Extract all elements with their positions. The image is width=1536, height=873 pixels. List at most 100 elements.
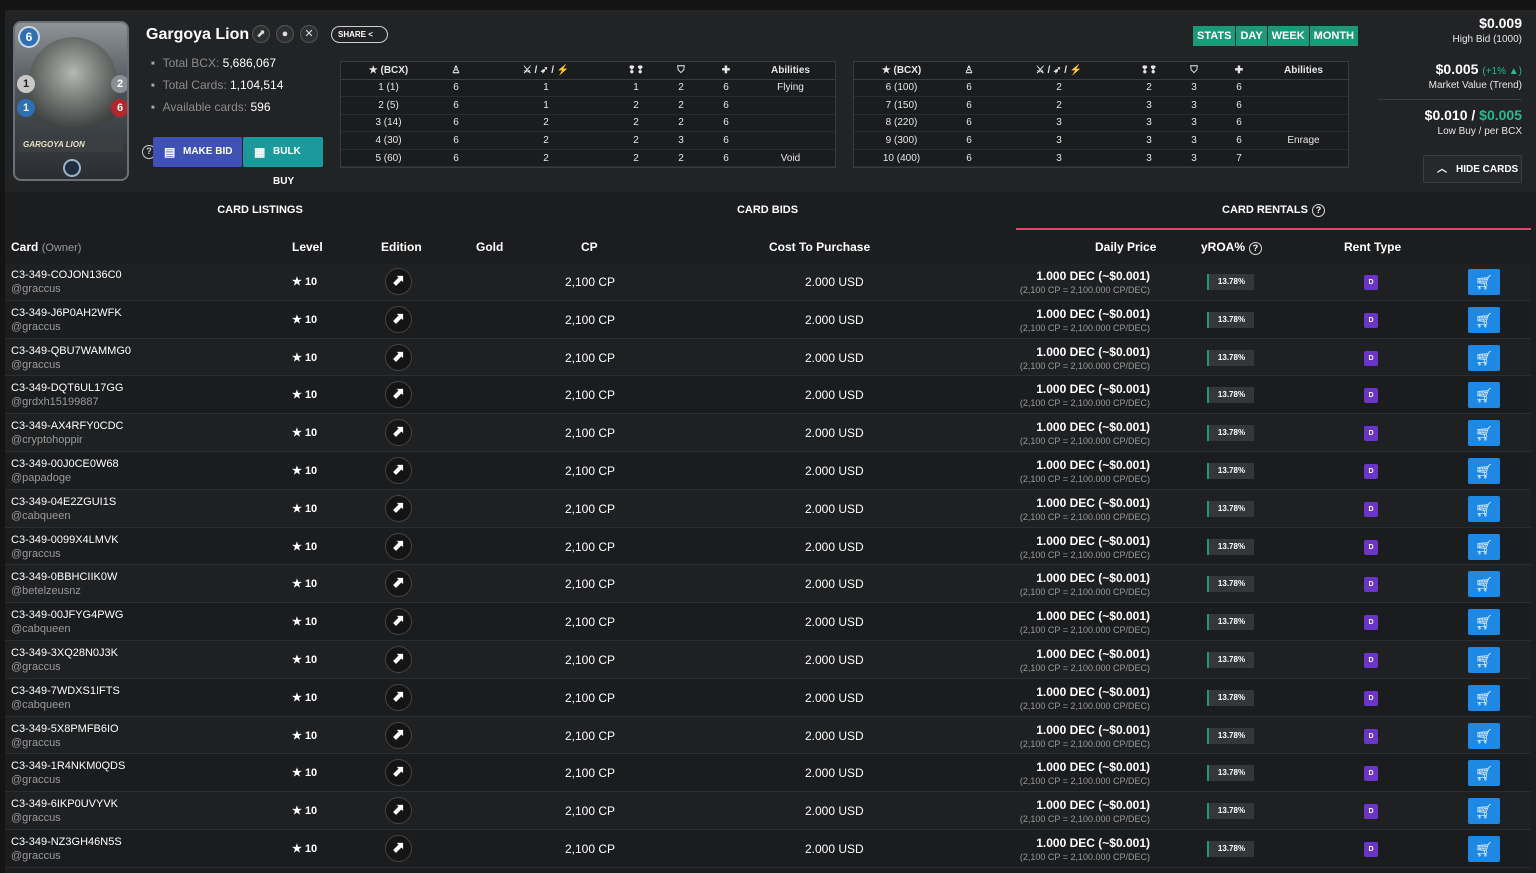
rent-cart-button[interactable]: 🛒︎ xyxy=(1468,835,1500,862)
owner-name[interactable]: @graccus xyxy=(11,849,61,862)
table-row[interactable]: C3-349-0099X4LMVK @graccus ★ 10 ⬈ 2,100 CP 2.… xyxy=(5,527,1531,566)
tab-card-bids[interactable]: CARD BIDS xyxy=(736,204,799,216)
table-row[interactable]: C3-349-7WDXS1IFTS @cabqueen ★ 10 ⬈ 2,100 CP 2… xyxy=(5,678,1531,717)
owner-name[interactable]: @graccus xyxy=(11,812,61,825)
rent-cart-button[interactable]: 🛒︎ xyxy=(1468,609,1500,636)
help-icon[interactable]: ? xyxy=(1311,204,1325,217)
rent-cart-button[interactable]: 🛒︎ xyxy=(1468,646,1500,673)
owner-name[interactable]: @graccus xyxy=(11,736,61,749)
card-id[interactable]: C3-349-J6P0AH2WFK xyxy=(11,306,122,319)
owner-name[interactable]: @papadoge xyxy=(11,471,72,484)
level-row: 9 (300) 6 3 3 3 6 Enrage xyxy=(854,131,1348,150)
table-row[interactable]: C3-349-DQT6UL17GG @grdxh15199887 ★ 10 ⬈ 2,10… xyxy=(5,376,1531,415)
rent-cart-button[interactable]: 🛒︎ xyxy=(1468,306,1500,333)
rent-cart-button[interactable]: 🛒︎ xyxy=(1468,722,1500,749)
card-id[interactable]: C3-349-00J0CE0W68 xyxy=(11,457,119,470)
col-yroa[interactable]: yROA%? xyxy=(1201,232,1263,263)
owner-name[interactable]: @cabqueen xyxy=(11,698,71,711)
owner-name[interactable]: @graccus xyxy=(11,320,61,333)
rent-cart-button[interactable]: 🛒︎ xyxy=(1468,420,1500,447)
card-id[interactable]: C3-349-3XQ28N0J3K xyxy=(11,646,119,659)
tab-stats[interactable]: STATS xyxy=(1193,26,1236,46)
rent-cart-button[interactable]: 🛒︎ xyxy=(1468,798,1500,825)
card-id[interactable]: C3-349-1R4NKM0QDS xyxy=(11,760,126,773)
owner-name[interactable]: @graccus xyxy=(11,283,61,295)
col-card[interactable]: Card (Owner) xyxy=(11,240,82,254)
table-row[interactable]: C3-349-3XQ28N0J3K @graccus ★ 10 ⬈ 2,100 CP 2.… xyxy=(5,640,1531,679)
owner-name[interactable]: @graccus xyxy=(11,358,61,371)
rent-type-badge: D xyxy=(1364,766,1378,782)
star-icon: ★ xyxy=(881,64,891,76)
tab-week[interactable]: WEEK xyxy=(1267,26,1309,46)
rent-cart-button[interactable]: 🛒︎ xyxy=(1468,533,1500,560)
rent-cart-button[interactable]: 🛒︎ xyxy=(1468,269,1500,295)
owner-name[interactable]: @cabqueen xyxy=(11,509,71,522)
card-id[interactable]: C3-349-0099X4LMVK xyxy=(11,533,119,546)
table-row[interactable]: C3-349-6IKP0UVYVK @graccus ★ 10 ⬈ 2,100 CP 2.… xyxy=(5,792,1531,830)
table-row[interactable]: C3-349-04E2ZGUI1S @cabqueen ★ 10 ⬈ 2,100 CP 2… xyxy=(5,489,1531,528)
card-id[interactable]: C3-349-6IKP0UVYVK xyxy=(11,798,118,811)
tab-day[interactable]: DAY xyxy=(1236,26,1267,46)
owner-name[interactable]: @cryptohoppir xyxy=(11,434,83,447)
share-button[interactable]: SHARE < xyxy=(331,26,388,43)
rent-cart-button[interactable]: 🛒︎ xyxy=(1468,382,1500,409)
tab-card-listings[interactable]: CARD LISTINGS xyxy=(217,204,303,216)
col-cp[interactable]: CP xyxy=(581,240,598,254)
make-bid-button[interactable]: ▤ MAKE BID xyxy=(153,137,242,167)
col-daily-price[interactable]: Daily Price xyxy=(1095,240,1157,254)
table-row[interactable]: C3-349-AX4RFY0CDC @cryptohoppir ★ 10 ⬈ 2,100… xyxy=(5,414,1531,452)
table-row[interactable]: C3-349-0BBHCIIK0W @betelzeusnz ★ 10 ⬈ 2,100 … xyxy=(5,565,1531,604)
bulk-buy-button[interactable]: ▦ BULK BUY xyxy=(243,137,323,187)
level-cell-mana: 6 xyxy=(436,79,476,98)
card-id[interactable]: C3-349-QBU7WAMMG0 xyxy=(11,344,132,357)
owner-name[interactable]: @betelzeusnz xyxy=(11,585,81,598)
rent-cart-button[interactable]: 🛒︎ xyxy=(1468,457,1500,484)
level-row: 6 (100) 6 2 2 3 6 xyxy=(854,79,1348,98)
card-id[interactable]: C3-349-0BBHCIIK0W xyxy=(11,571,118,584)
owner-name[interactable]: @cabqueen xyxy=(11,623,71,636)
owner-name[interactable]: @graccus xyxy=(11,660,61,673)
close-icon[interactable]: ✕ xyxy=(300,25,318,43)
table-row[interactable]: C3-349-J6P0AH2WFK @graccus ★ 10 ⬈ 2,100 CP 2.… xyxy=(5,300,1531,339)
rent-cart-button[interactable]: 🛒︎ xyxy=(1468,495,1500,522)
tab-card-rentals[interactable]: CARD RENTALS? xyxy=(1016,192,1531,230)
col-level[interactable]: Level xyxy=(292,240,323,254)
col-rent-type[interactable]: Rent Type xyxy=(1344,240,1402,254)
rent-cart-button[interactable]: 🛒︎ xyxy=(1468,684,1500,711)
table-row[interactable]: C3-349-5X8PMFB6IO @graccus ★ 10 ⬈ 2,100 CP 2.… xyxy=(5,716,1531,755)
card-id[interactable]: C3-349-7WDXS1IFTS xyxy=(11,684,120,697)
table-row[interactable]: C3-349-00JFYG4PWG @cabqueen ★ 10 ⬈ 2,100 CP 2… xyxy=(5,603,1531,641)
help-icon[interactable]: ? xyxy=(1249,242,1263,255)
card-id[interactable]: C3-349-AX4RFY0CDC xyxy=(11,420,124,433)
card-image[interactable]: 6 1 1 2 6 GARGOYA LION xyxy=(13,21,129,181)
card-id[interactable]: C3-349-DQT6UL17GG xyxy=(11,382,124,395)
card-id[interactable]: C3-349-5X8PMFB6IO xyxy=(11,722,119,735)
card-id[interactable]: C3-349-04E2ZGUI1S xyxy=(11,495,117,508)
tab-month[interactable]: MONTH xyxy=(1309,26,1358,46)
card-id[interactable]: C3-349-COJON136C0 xyxy=(11,269,122,281)
owner-name[interactable]: @grdxh15199887 xyxy=(11,396,99,409)
table-row[interactable]: C3-349-QBU7WAMMG0 @graccus ★ 10 ⬈ 2,100 CP 2.… xyxy=(5,338,1531,377)
table-row[interactable]: C3-349-1R4NKM0QDS @graccus ★ 10 ⬈ 2,100 CP 2.… xyxy=(5,754,1531,793)
table-row[interactable]: C3-349-COJON136C0 @graccus ★ 10 ⬈ 2,100 CP 2.… xyxy=(5,263,1531,301)
table-row[interactable]: C3-349-00J0CE0W68 @papadoge ★ 10 ⬈ 2,100 CP 2… xyxy=(5,451,1531,490)
level-cell-ab xyxy=(1259,96,1348,115)
table-row[interactable]: C3-349-NZ3GH46N5S @graccus ★ 10 ⬈ 2,100 CP 2.… xyxy=(5,829,1531,868)
owner-name[interactable]: @graccus xyxy=(11,547,61,560)
rent-cart-button[interactable]: 🛒︎ xyxy=(1468,571,1500,598)
level-cell-spd: 2 xyxy=(616,149,656,168)
daily-price-detail: (2,100 CP = 2,100.000 CP/DEC) xyxy=(1019,285,1150,295)
hide-cards-button[interactable]: ︿ HIDE CARDS xyxy=(1423,155,1522,183)
level-cell-ab xyxy=(1259,79,1348,98)
col-gold[interactable]: Gold xyxy=(476,240,504,254)
col-cost[interactable]: Cost To Purchase xyxy=(769,240,871,254)
level-cell-mana: 6 xyxy=(949,96,989,115)
col-edition[interactable]: Edition xyxy=(381,240,422,254)
cost-value: 2.000 USD xyxy=(805,312,864,327)
yroa-badge: 13.78% xyxy=(1207,425,1254,442)
rent-cart-button[interactable]: 🛒︎ xyxy=(1468,760,1500,787)
rent-cart-button[interactable]: 🛒︎ xyxy=(1468,344,1500,371)
card-id[interactable]: C3-349-NZ3GH46N5S xyxy=(11,835,122,848)
owner-name[interactable]: @graccus xyxy=(11,774,61,787)
card-id[interactable]: C3-349-00JFYG4PWG xyxy=(11,609,124,622)
